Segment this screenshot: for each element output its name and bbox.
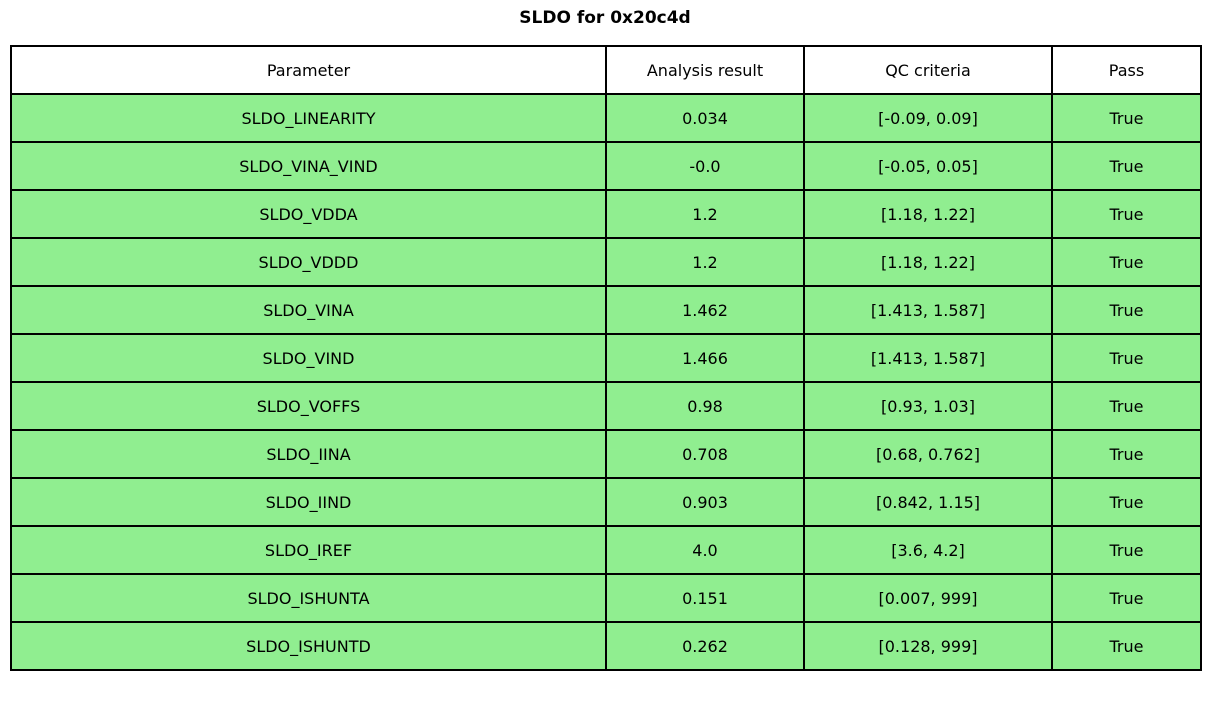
result-cell: 0.262 bbox=[605, 621, 805, 671]
page-title: SLDO for 0x20c4d bbox=[519, 8, 691, 28]
table-row: SLDO_VINA 1.462 [1.413, 1.587] True bbox=[10, 285, 1202, 335]
pass-cell: True bbox=[1051, 429, 1202, 479]
table-row: SLDO_IIND 0.903 [0.842, 1.15] True bbox=[10, 477, 1202, 527]
parameter-cell: SLDO_VOFFS bbox=[10, 381, 607, 431]
table-row: SLDO_VDDD 1.2 [1.18, 1.22] True bbox=[10, 237, 1202, 287]
pass-cell: True bbox=[1051, 525, 1202, 575]
table-row: SLDO_VIND 1.466 [1.413, 1.587] True bbox=[10, 333, 1202, 383]
parameter-cell: SLDO_VDDA bbox=[10, 189, 607, 239]
criteria-cell: [1.18, 1.22] bbox=[803, 189, 1053, 239]
pass-cell: True bbox=[1051, 93, 1202, 143]
table-row: SLDO_IREF 4.0 [3.6, 4.2] True bbox=[10, 525, 1202, 575]
pass-cell: True bbox=[1051, 237, 1202, 287]
parameter-cell: SLDO_VIND bbox=[10, 333, 607, 383]
table-row: SLDO_IINA 0.708 [0.68, 0.762] True bbox=[10, 429, 1202, 479]
result-cell: 1.466 bbox=[605, 333, 805, 383]
parameter-cell: SLDO_IREF bbox=[10, 525, 607, 575]
criteria-cell: [0.68, 0.762] bbox=[803, 429, 1053, 479]
criteria-cell: [0.128, 999] bbox=[803, 621, 1053, 671]
table-row: SLDO_VOFFS 0.98 [0.93, 1.03] True bbox=[10, 381, 1202, 431]
criteria-cell: [1.413, 1.587] bbox=[803, 333, 1053, 383]
parameter-cell: SLDO_LINEARITY bbox=[10, 93, 607, 143]
result-cell: -0.0 bbox=[605, 141, 805, 191]
table-row: SLDO_ISHUNTD 0.262 [0.128, 999] True bbox=[10, 621, 1202, 671]
result-cell: 0.034 bbox=[605, 93, 805, 143]
criteria-cell: [0.842, 1.15] bbox=[803, 477, 1053, 527]
qc-results-table: Parameter Analysis result QC criteria Pa… bbox=[10, 45, 1202, 671]
parameter-cell: SLDO_ISHUNTA bbox=[10, 573, 607, 623]
table-row: SLDO_ISHUNTA 0.151 [0.007, 999] True bbox=[10, 573, 1202, 623]
result-cell: 0.98 bbox=[605, 381, 805, 431]
pass-cell: True bbox=[1051, 477, 1202, 527]
pass-cell: True bbox=[1051, 381, 1202, 431]
table-row: SLDO_LINEARITY 0.034 [-0.09, 0.09] True bbox=[10, 93, 1202, 143]
column-header-parameter: Parameter bbox=[10, 45, 607, 95]
table-row: SLDO_VINA_VIND -0.0 [-0.05, 0.05] True bbox=[10, 141, 1202, 191]
criteria-cell: [-0.09, 0.09] bbox=[803, 93, 1053, 143]
result-cell: 0.708 bbox=[605, 429, 805, 479]
result-cell: 1.2 bbox=[605, 189, 805, 239]
column-header-pass: Pass bbox=[1051, 45, 1202, 95]
column-header-qc-criteria: QC criteria bbox=[803, 45, 1053, 95]
result-cell: 1.2 bbox=[605, 237, 805, 287]
criteria-cell: [1.18, 1.22] bbox=[803, 237, 1053, 287]
criteria-cell: [1.413, 1.587] bbox=[803, 285, 1053, 335]
pass-cell: True bbox=[1051, 333, 1202, 383]
criteria-cell: [-0.05, 0.05] bbox=[803, 141, 1053, 191]
result-cell: 4.0 bbox=[605, 525, 805, 575]
pass-cell: True bbox=[1051, 573, 1202, 623]
parameter-cell: SLDO_ISHUNTD bbox=[10, 621, 607, 671]
pass-cell: True bbox=[1051, 189, 1202, 239]
pass-cell: True bbox=[1051, 141, 1202, 191]
parameter-cell: SLDO_VINA bbox=[10, 285, 607, 335]
table-header-row: Parameter Analysis result QC criteria Pa… bbox=[10, 45, 1202, 95]
parameter-cell: SLDO_IINA bbox=[10, 429, 607, 479]
criteria-cell: [0.93, 1.03] bbox=[803, 381, 1053, 431]
table-row: SLDO_VDDA 1.2 [1.18, 1.22] True bbox=[10, 189, 1202, 239]
result-cell: 1.462 bbox=[605, 285, 805, 335]
parameter-cell: SLDO_VDDD bbox=[10, 237, 607, 287]
criteria-cell: [3.6, 4.2] bbox=[803, 525, 1053, 575]
criteria-cell: [0.007, 999] bbox=[803, 573, 1053, 623]
column-header-analysis-result: Analysis result bbox=[605, 45, 805, 95]
result-cell: 0.903 bbox=[605, 477, 805, 527]
result-cell: 0.151 bbox=[605, 573, 805, 623]
pass-cell: True bbox=[1051, 621, 1202, 671]
parameter-cell: SLDO_IIND bbox=[10, 477, 607, 527]
parameter-cell: SLDO_VINA_VIND bbox=[10, 141, 607, 191]
pass-cell: True bbox=[1051, 285, 1202, 335]
